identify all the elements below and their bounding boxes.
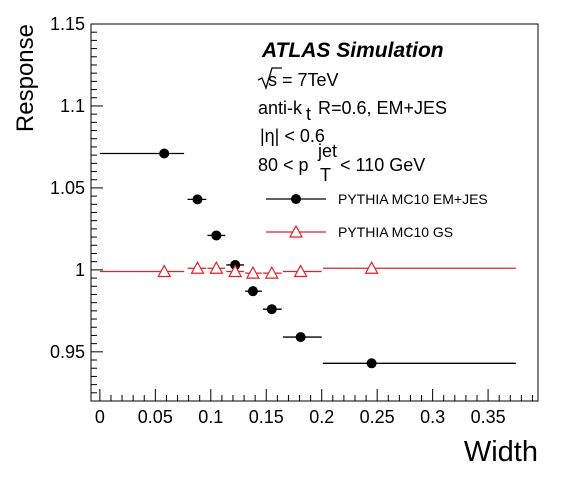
data-point	[364, 260, 379, 274]
x-axis: 0 0.05 0.1 0.15 0.2 0.25 0.3 0.35	[95, 389, 533, 427]
annotation-energy: s = 7TeV	[257, 67, 339, 90]
data-point	[209, 260, 224, 274]
y-axis: 0.95 1 1.05 1.1 1.15	[50, 14, 103, 394]
x-axis-title: Width	[464, 436, 538, 468]
x-tick-label: 0	[95, 407, 105, 427]
data-point	[192, 194, 203, 205]
x-tick-label: 0.35	[471, 407, 506, 427]
y-axis-title: Response	[12, 24, 39, 132]
data-point	[293, 264, 308, 278]
svg-text:anti-k: anti-k	[258, 98, 303, 118]
data-point	[211, 230, 222, 241]
legend-entry-emjes: PYTHIA MC10 EM+JES	[266, 191, 488, 207]
svg-text:s = 7TeV: s = 7TeV	[268, 70, 339, 90]
svg-text:jet: jet	[317, 141, 337, 161]
data-point	[366, 358, 377, 369]
x-tick-label: 0.15	[249, 407, 284, 427]
data-point	[157, 264, 172, 278]
svg-text:t: t	[306, 104, 311, 124]
svg-text:< 110 GeV: < 110 GeV	[340, 155, 425, 175]
y-tick-label: 1.05	[50, 178, 85, 198]
y-tick-label: 1	[75, 260, 85, 280]
svg-text:R=0.6, EM+JES: R=0.6, EM+JES	[318, 98, 447, 118]
series-0	[99, 148, 516, 369]
data-point	[159, 148, 170, 159]
series-1	[99, 260, 516, 279]
annotation-eta-cut: |η| < 0.6	[260, 126, 325, 146]
sqrt-icon	[257, 67, 282, 90]
legend-marker-circle	[291, 194, 301, 204]
data-point	[190, 260, 205, 274]
data-point	[245, 265, 260, 279]
legend-label-emjes: PYTHIA MC10 EM+JES	[338, 191, 488, 207]
legend-marker-triangle	[288, 224, 304, 238]
annotation-pt-range: 80 < p jet T < 110 GeV	[258, 141, 425, 185]
x-tick-label: 0.25	[360, 407, 395, 427]
legend-label-gs: PYTHIA MC10 GS	[338, 224, 453, 240]
svg-text:T: T	[320, 165, 331, 185]
data-point	[247, 286, 258, 297]
y-tick-label: 1.1	[60, 96, 85, 116]
data-point	[295, 332, 306, 343]
y-tick-label: 0.95	[50, 342, 85, 362]
series-layer	[99, 148, 516, 369]
svg-text:80 < p: 80 < p	[258, 155, 309, 175]
legend-entry-gs: PYTHIA MC10 GS	[266, 224, 453, 240]
x-tick-label: 0.05	[138, 407, 173, 427]
data-point	[264, 265, 279, 279]
annotation-jet-algo: anti-k t R=0.6, EM+JES	[258, 98, 447, 124]
data-point	[228, 264, 243, 278]
annotation-title: ATLAS Simulation	[261, 39, 444, 62]
data-point	[266, 304, 277, 315]
legend: PYTHIA MC10 EM+JES PYTHIA MC10 GS	[266, 191, 488, 240]
x-tick-label: 0.2	[309, 407, 334, 427]
y-tick-label: 1.15	[50, 14, 85, 34]
x-tick-label: 0.3	[420, 407, 445, 427]
x-tick-label: 0.1	[198, 407, 223, 427]
